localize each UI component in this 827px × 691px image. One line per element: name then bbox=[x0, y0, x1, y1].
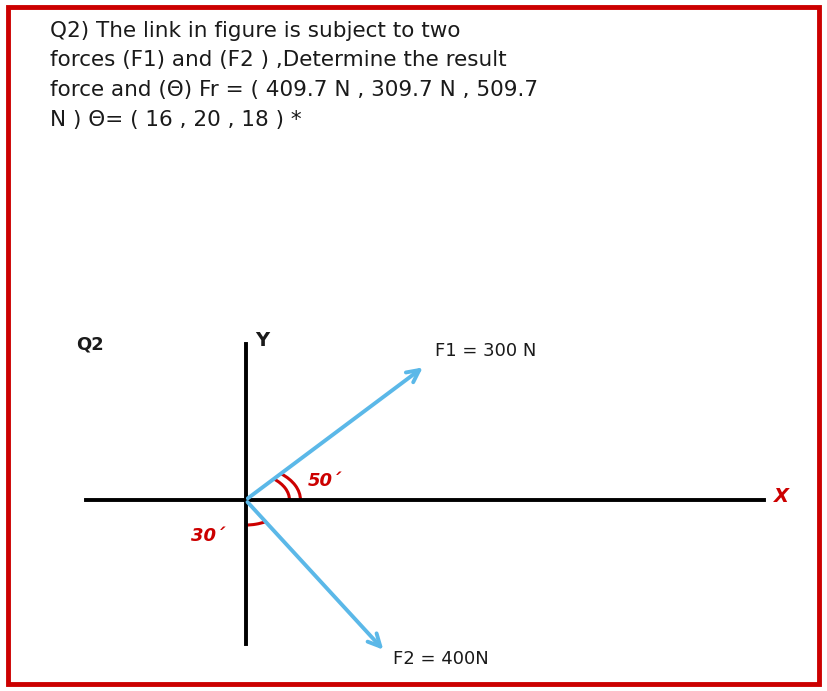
Text: F1 = 300 N: F1 = 300 N bbox=[435, 342, 537, 361]
Text: Q2: Q2 bbox=[76, 336, 104, 354]
Text: 30´: 30´ bbox=[191, 527, 225, 545]
Text: 50´: 50´ bbox=[308, 472, 342, 490]
Text: Y: Y bbox=[256, 331, 270, 350]
Text: Q2) The link in figure is subject to two
forces (F1) and (F2 ) ,Determine the re: Q2) The link in figure is subject to two… bbox=[50, 21, 538, 129]
Text: F2 = 400N: F2 = 400N bbox=[393, 650, 489, 668]
Text: X: X bbox=[774, 487, 789, 507]
